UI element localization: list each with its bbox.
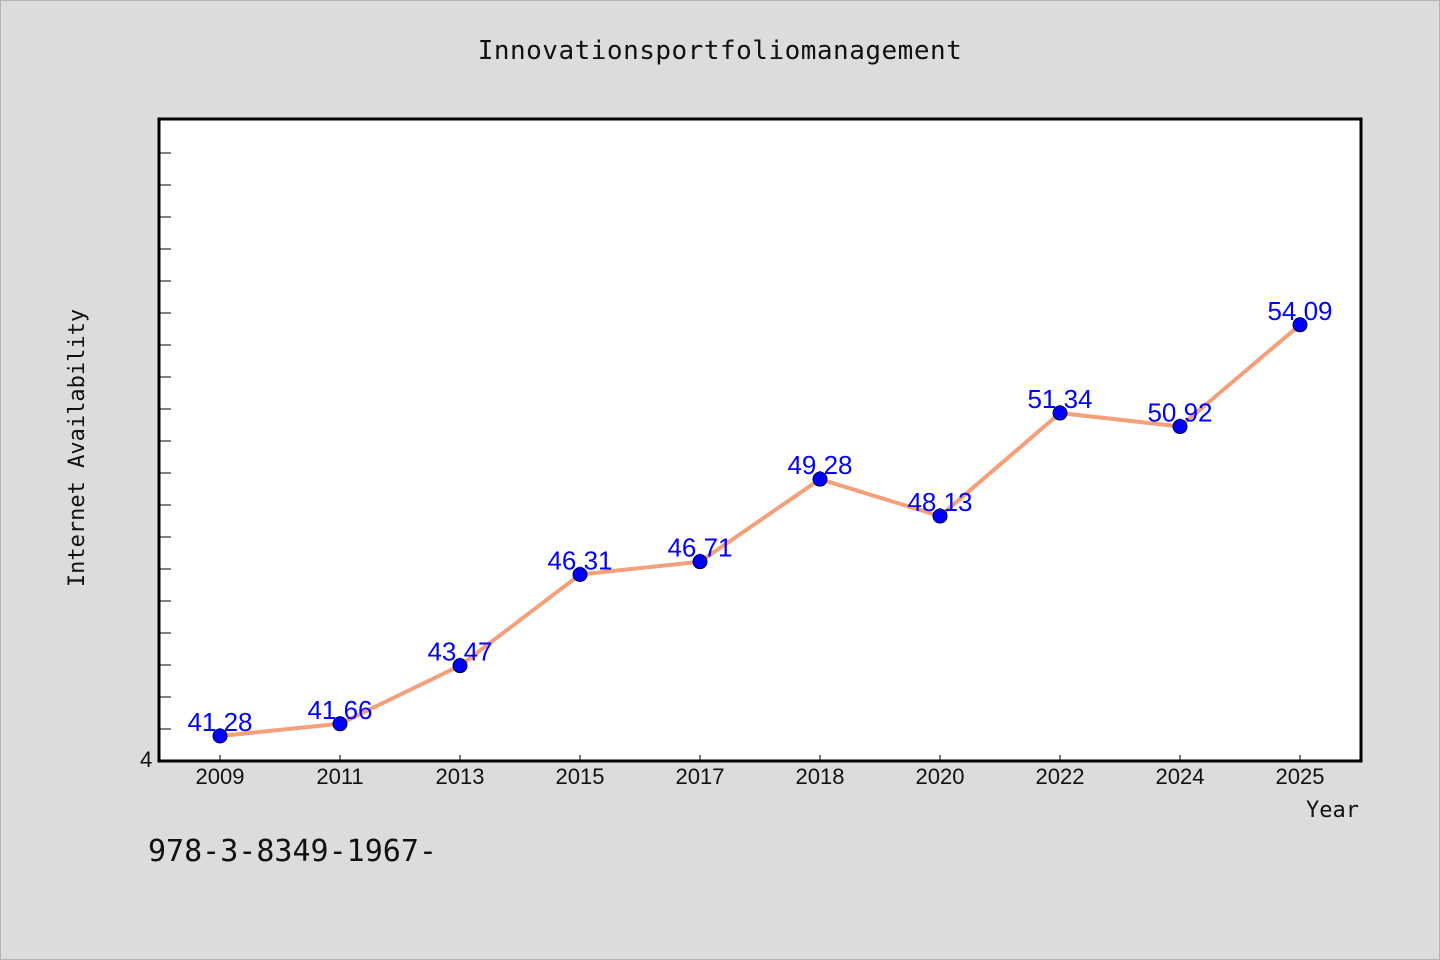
data-label: 49.28 xyxy=(787,450,852,480)
x-axis-label: Year xyxy=(1306,798,1359,823)
data-label: 46.71 xyxy=(667,533,732,563)
x-tick-label: 2024 xyxy=(1156,764,1205,789)
footer-text: 978-3-8349-1967- xyxy=(148,834,437,869)
data-point xyxy=(1292,317,1308,333)
data-point xyxy=(1052,405,1068,421)
data-label: 43.47 xyxy=(427,637,492,667)
data-label: 48.13 xyxy=(907,487,972,517)
x-tick-label: 2020 xyxy=(916,764,965,789)
x-axis-ticks: 2009 2011 2013 2015 2017 2018 2020 2022 2024 2025 xyxy=(196,755,1325,789)
data-label: 46.31 xyxy=(547,545,612,575)
plot-area xyxy=(157,117,1363,763)
data-label: 50.92 xyxy=(1147,398,1212,428)
data-point xyxy=(692,554,708,570)
x-tick-label: 2015 xyxy=(556,764,605,789)
data-point xyxy=(572,566,588,582)
data-label: 51.34 xyxy=(1027,384,1092,414)
y-axis-ticks xyxy=(159,152,171,730)
series-line xyxy=(219,323,1302,738)
x-tick-label: 2013 xyxy=(436,764,485,789)
data-point xyxy=(212,728,228,744)
chart-title: Innovationsportfoliomanagement xyxy=(477,36,963,66)
x-tick-label: 2022 xyxy=(1036,764,1085,789)
y-axis-label: Internet Availability xyxy=(65,309,90,587)
data-label: 41.28 xyxy=(187,707,252,737)
data-point xyxy=(332,716,348,732)
data-label: 54.09 xyxy=(1267,296,1332,326)
x-tick-label: 2011 xyxy=(316,764,363,789)
data-point xyxy=(1172,419,1188,435)
data-label: 41.66 xyxy=(307,695,372,725)
data-point xyxy=(812,471,828,487)
data-point xyxy=(932,508,948,524)
x-tick-label: 2009 xyxy=(196,764,245,789)
x-tick-label: 2025 xyxy=(1276,764,1325,789)
x-tick-label: 2017 xyxy=(676,764,725,789)
x-tick-label: 2018 xyxy=(796,764,845,789)
data-points xyxy=(212,317,1308,744)
data-labels: 41.28 41.66 43.47 46.31 46.71 49.28 48.13 51.34… xyxy=(187,296,1332,737)
data-point xyxy=(452,658,468,674)
y-tick-label: 4 xyxy=(140,747,152,772)
